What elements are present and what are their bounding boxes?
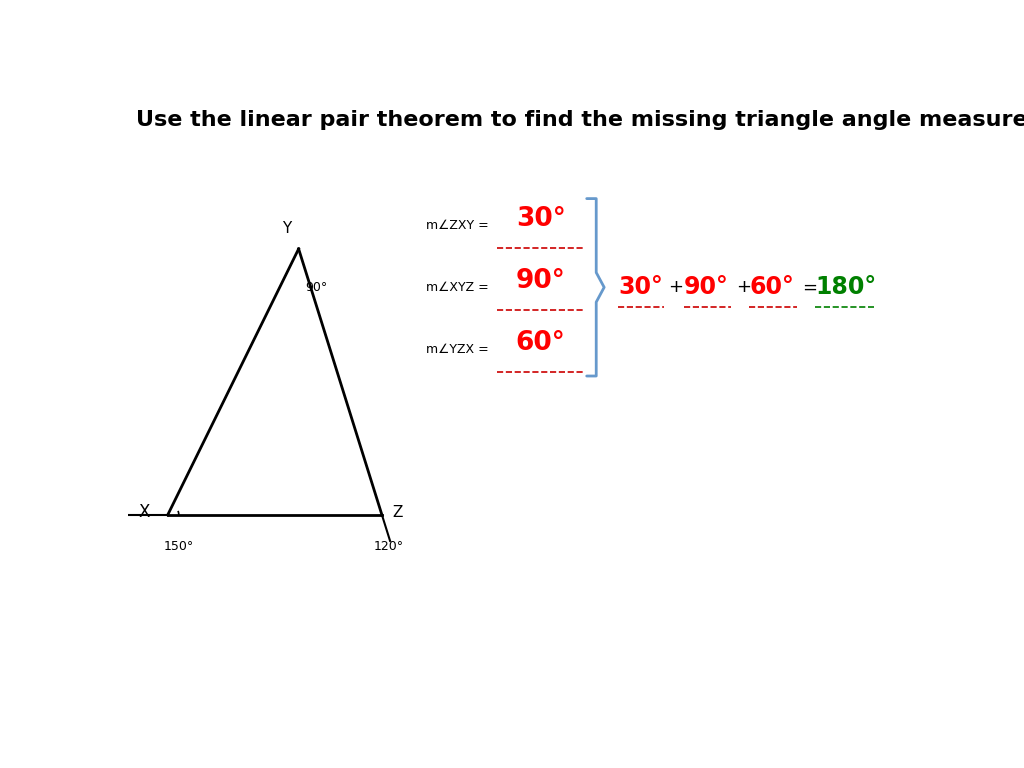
Text: m∠ZXY =: m∠ZXY = xyxy=(426,219,488,232)
Text: 90°: 90° xyxy=(305,281,328,294)
Text: =: = xyxy=(803,278,817,296)
Text: +: + xyxy=(736,278,751,296)
Text: m∠YZX =: m∠YZX = xyxy=(426,343,488,356)
Text: 120°: 120° xyxy=(374,540,404,553)
Text: Y: Y xyxy=(282,221,292,236)
Text: 90°: 90° xyxy=(684,275,728,300)
Text: m∠XYZ =: m∠XYZ = xyxy=(426,281,488,294)
Text: 60°: 60° xyxy=(750,275,795,300)
Text: Z: Z xyxy=(392,505,402,519)
Text: 30°: 30° xyxy=(618,275,664,300)
Text: 90°: 90° xyxy=(516,268,565,294)
Text: 150°: 150° xyxy=(164,540,194,553)
Text: 180°: 180° xyxy=(815,275,877,300)
Text: 30°: 30° xyxy=(516,207,565,232)
Text: 60°: 60° xyxy=(516,330,565,356)
Text: X: X xyxy=(139,503,151,521)
Text: +: + xyxy=(669,278,683,296)
Text: Use the linear pair theorem to find the missing triangle angle measures:: Use the linear pair theorem to find the … xyxy=(136,110,1024,130)
